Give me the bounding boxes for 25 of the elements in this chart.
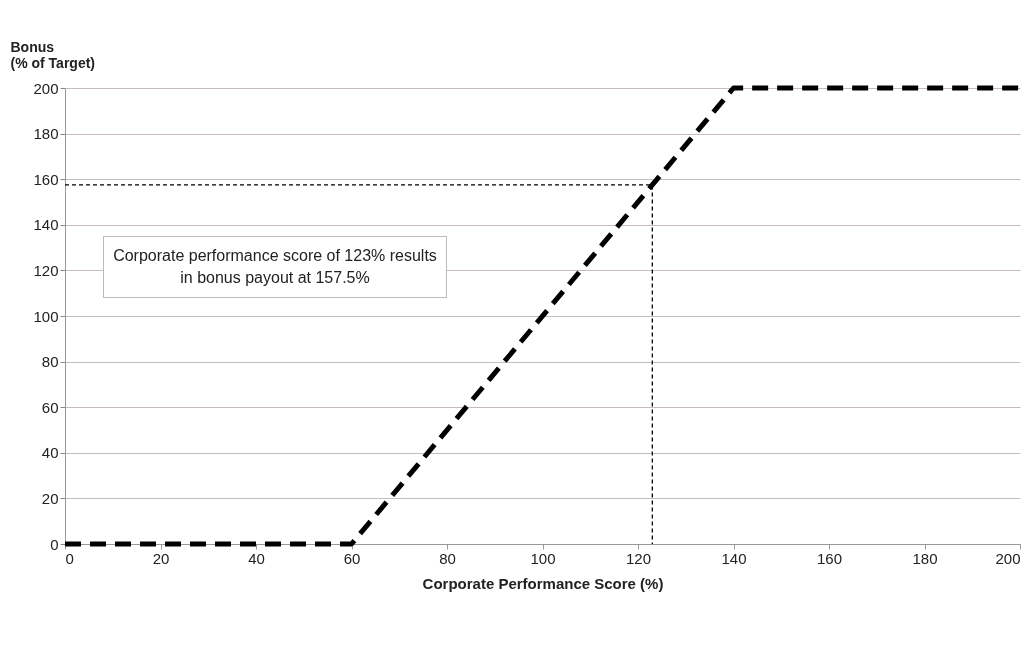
x-tick-label: 100 (530, 549, 556, 567)
y-tick-label: 40 (41, 444, 59, 462)
y-tick-label: 80 (41, 353, 59, 371)
x-tick-label: 0 (65, 549, 74, 567)
x-tick-label: 140 (721, 549, 747, 567)
x-tick-label: 80 (439, 549, 456, 567)
x-tick-label: 200 (995, 549, 1021, 567)
y-tick-label: 100 (33, 307, 59, 325)
x-tick-label: 40 (248, 549, 265, 567)
x-axis-title: Corporate Performance Score (%) (422, 574, 664, 592)
y-tick-label: 160 (33, 170, 59, 188)
y-tick-label: 0 (50, 535, 59, 553)
note-box: Corporate performance score of 123% results in bonus payout at 157.5% (103, 236, 447, 298)
x-tick-label: 160 (816, 549, 843, 567)
x-tick-label: 60 (343, 549, 361, 567)
y-axis-title: Bonus (% of Target) (10, 38, 96, 71)
y-tick-label: 120 (33, 261, 59, 279)
x-tick-label: 120 (625, 549, 652, 567)
y-tick-label: 180 (33, 125, 59, 143)
x-tick-label: 180 (912, 549, 938, 567)
y-tick-label: 60 (41, 398, 59, 416)
y-tick-label: 200 (33, 79, 59, 97)
y-tick-label: 20 (41, 489, 59, 507)
x-tick-label: 20 (152, 549, 170, 567)
y-tick-label: 140 (33, 216, 59, 234)
